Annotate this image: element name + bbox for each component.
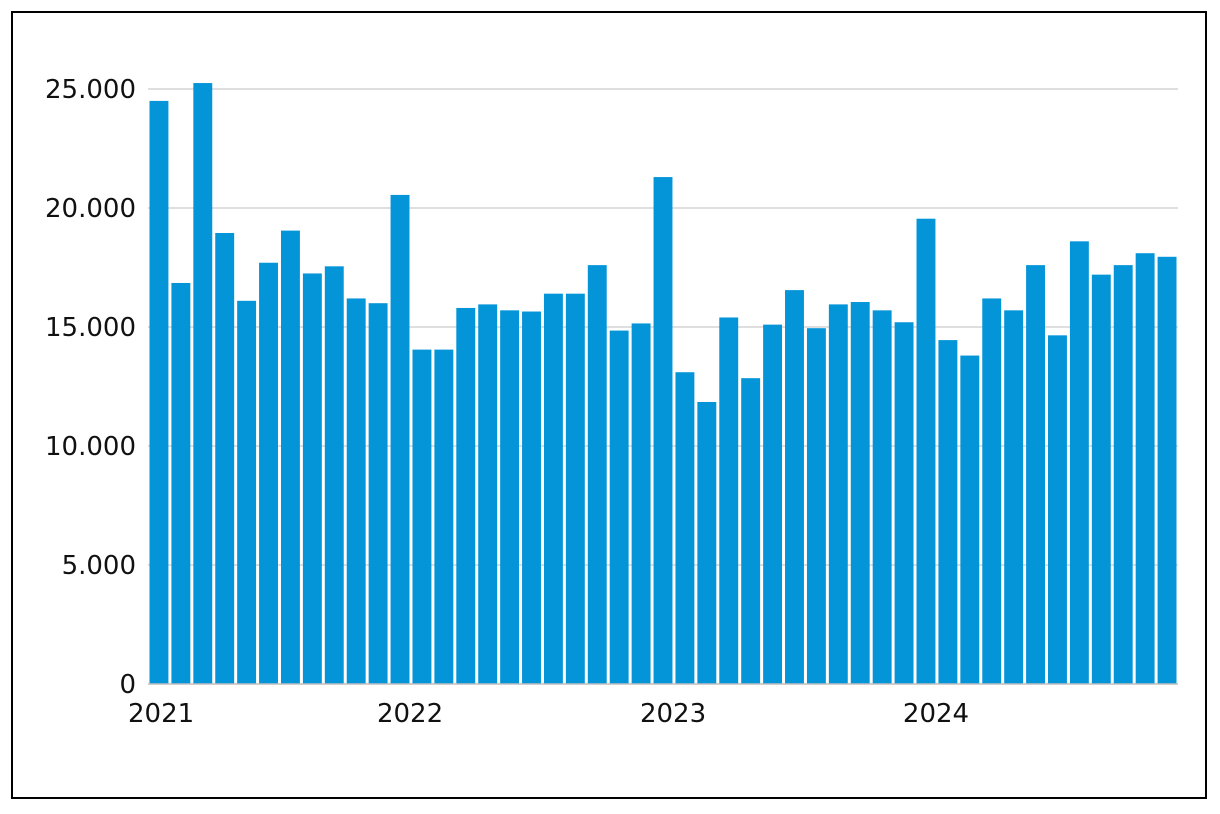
bar [697,401,717,684]
bar [171,282,191,684]
y-tick-label: 0 [119,670,136,700]
x-tick-label: 2021 [128,699,194,729]
bar [872,310,892,684]
bar [785,290,804,684]
bar [149,100,169,684]
bar [237,300,257,684]
bar [763,324,783,684]
x-tick-label: 2023 [640,699,706,729]
bar [916,218,936,684]
bar [741,378,761,684]
bar [1069,241,1089,684]
bar [302,273,322,684]
y-tick-label: 5.000 [62,551,136,581]
y-tick-label: 25.000 [45,75,136,105]
bar [543,293,563,684]
bar [522,311,541,684]
bar [390,194,410,684]
bar [565,293,585,684]
y-tick-label: 10.000 [45,432,136,462]
bar [1048,335,1067,684]
bar [587,265,607,684]
bar [215,232,235,685]
x-tick-label: 2024 [903,699,969,729]
bar [324,266,344,684]
x-tick-label: 2022 [377,699,443,729]
bar [346,298,366,684]
bar [850,302,870,684]
bar [1091,274,1111,684]
bar [960,355,980,684]
bar [653,177,673,684]
bar [631,323,651,684]
y-axis-tick-labels: 0 5.000 10.000 15.000 20.000 25.000 [45,75,136,700]
bar [938,340,958,684]
bar [193,83,213,685]
bar [368,303,388,684]
bars [149,83,1177,685]
bar [1026,265,1046,684]
bar [280,230,300,685]
bar [675,372,695,684]
bar [478,304,498,684]
y-tick-label: 15.000 [45,313,136,343]
bar [434,349,454,684]
bar [828,304,848,684]
y-tick-label: 20.000 [45,194,136,224]
x-axis-tick-labels: 2021 2022 2023 2024 [128,699,969,729]
bar [1113,265,1133,684]
bar [1157,256,1177,684]
bar [259,262,278,684]
bar [982,298,1002,684]
bar [719,317,739,684]
bar [806,328,826,684]
bar [500,310,520,684]
bar [609,330,629,684]
bar [1004,310,1024,684]
bar [1135,253,1155,684]
bar [894,322,914,684]
bar [456,307,476,684]
bar [412,349,432,684]
chart-frame [11,11,1207,799]
